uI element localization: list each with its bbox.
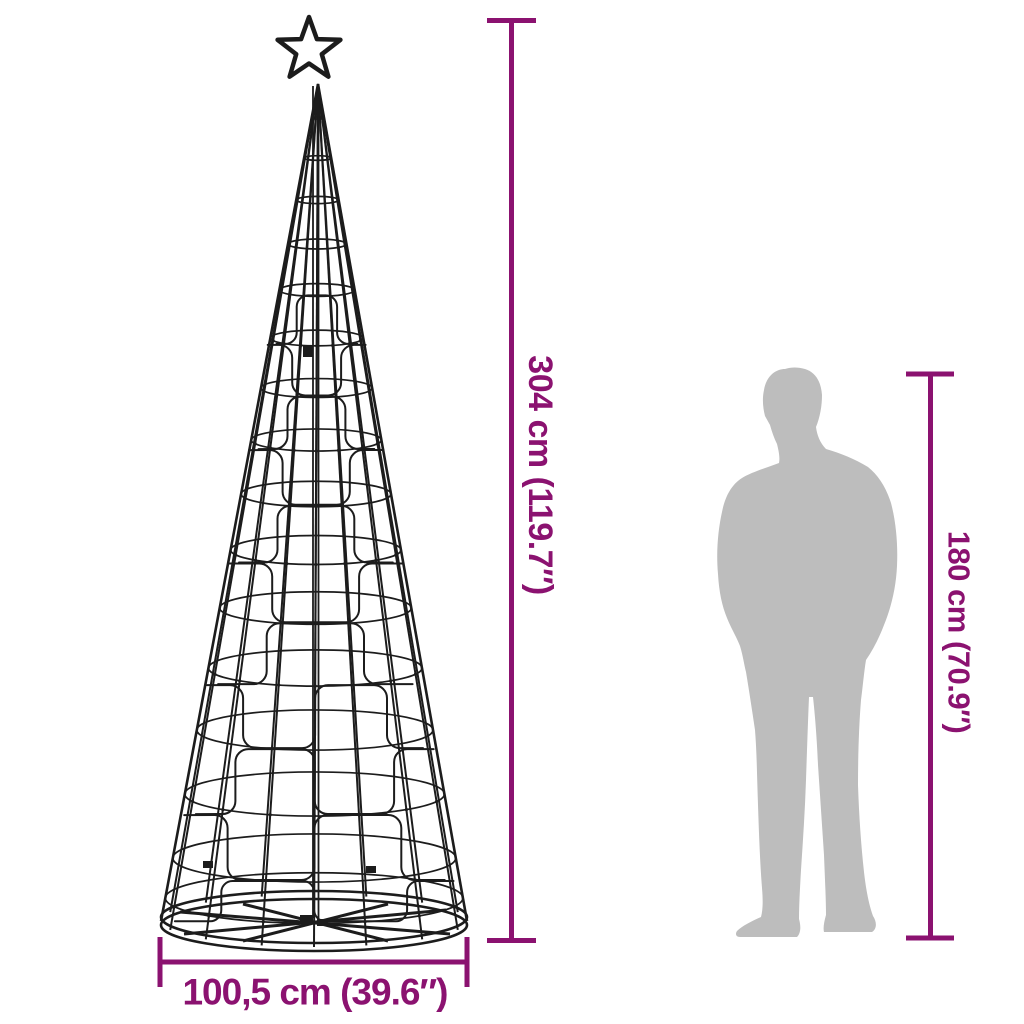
tree-light-cord: [227, 562, 404, 624]
led-dot: [292, 448, 296, 452]
tree-light-cord: [206, 684, 424, 750]
led-dot: [261, 920, 265, 924]
tree-ring-line: [260, 377, 373, 399]
led-dot: [299, 343, 303, 348]
led-dot: [357, 813, 361, 817]
led-dot: [358, 339, 363, 343]
led-dot: [221, 807, 225, 812]
led-dot: [213, 672, 217, 676]
tree-light-cord: [257, 395, 376, 451]
led-dot: [268, 813, 272, 817]
tree-light-cord: [173, 880, 455, 923]
tree-rib-line: [260, 83, 319, 897]
tree-light-cord: [194, 748, 435, 816]
led-dot: [313, 684, 317, 688]
led-dot: [336, 448, 341, 452]
led-dot: [314, 449, 318, 453]
led-dot: [343, 562, 347, 566]
person-silhouette: [717, 367, 898, 937]
tree-rib-line: [159, 83, 320, 922]
led-dot: [331, 343, 335, 348]
led-dot: [348, 341, 352, 346]
led-dot: [253, 442, 257, 446]
tree-light-cord: [217, 622, 414, 686]
tree-ring-line: [287, 238, 348, 250]
led-dot: [315, 344, 319, 348]
product-width-label: 100,5 cm (39.6″): [182, 972, 447, 1013]
led-dot: [350, 683, 354, 687]
led-dot: [285, 562, 289, 566]
tree-light-cord: [266, 343, 367, 397]
led-dot: [394, 553, 398, 557]
led-dot: [191, 799, 195, 804]
led-dot: [271, 339, 275, 343]
led-dot: [375, 442, 380, 446]
tree-rib-line: [316, 83, 469, 922]
tree-ring-line: [295, 195, 340, 205]
star-icon: [275, 14, 343, 79]
led-dot: [374, 558, 378, 562]
person-height-dimension: [906, 371, 954, 941]
tree-light-cord: [275, 294, 359, 345]
led-dot: [238, 679, 242, 683]
led-dot: [268, 446, 272, 450]
led-dot: [253, 558, 258, 562]
tree-rib-line: [317, 83, 424, 903]
base-connector: [317, 919, 328, 926]
product-width-dimension: [157, 937, 470, 987]
tree-ring-line: [218, 590, 413, 626]
led-dot: [417, 914, 421, 918]
cord-clip: [203, 861, 213, 868]
cone-tree-illustration: [159, 83, 469, 953]
led-dot: [277, 683, 281, 687]
led-dot: [360, 446, 364, 450]
cord-clip: [366, 866, 376, 873]
tree-light-cord: [238, 504, 394, 564]
base-ring: [159, 897, 469, 953]
base-ring: [159, 889, 469, 945]
led-dot: [404, 807, 408, 812]
base-connector: [300, 915, 313, 923]
tree-rib-line: [204, 83, 319, 903]
tree-rib-line: [317, 83, 368, 897]
led-dot: [363, 920, 367, 924]
base-spoke: [242, 902, 389, 943]
person-height-label: 180 cm (70.9″): [942, 531, 977, 734]
led-dot: [413, 672, 418, 676]
led-dot: [282, 341, 286, 346]
led-dot: [314, 562, 318, 567]
product-height-label: 304 cm (119.7″): [521, 355, 559, 594]
led-dot: [389, 679, 393, 683]
led-dot: [434, 799, 439, 804]
led-dot: [234, 553, 238, 557]
cord-connector: [303, 346, 313, 357]
tree-light-cord: [183, 814, 446, 882]
product-height-dimension: [487, 18, 536, 943]
